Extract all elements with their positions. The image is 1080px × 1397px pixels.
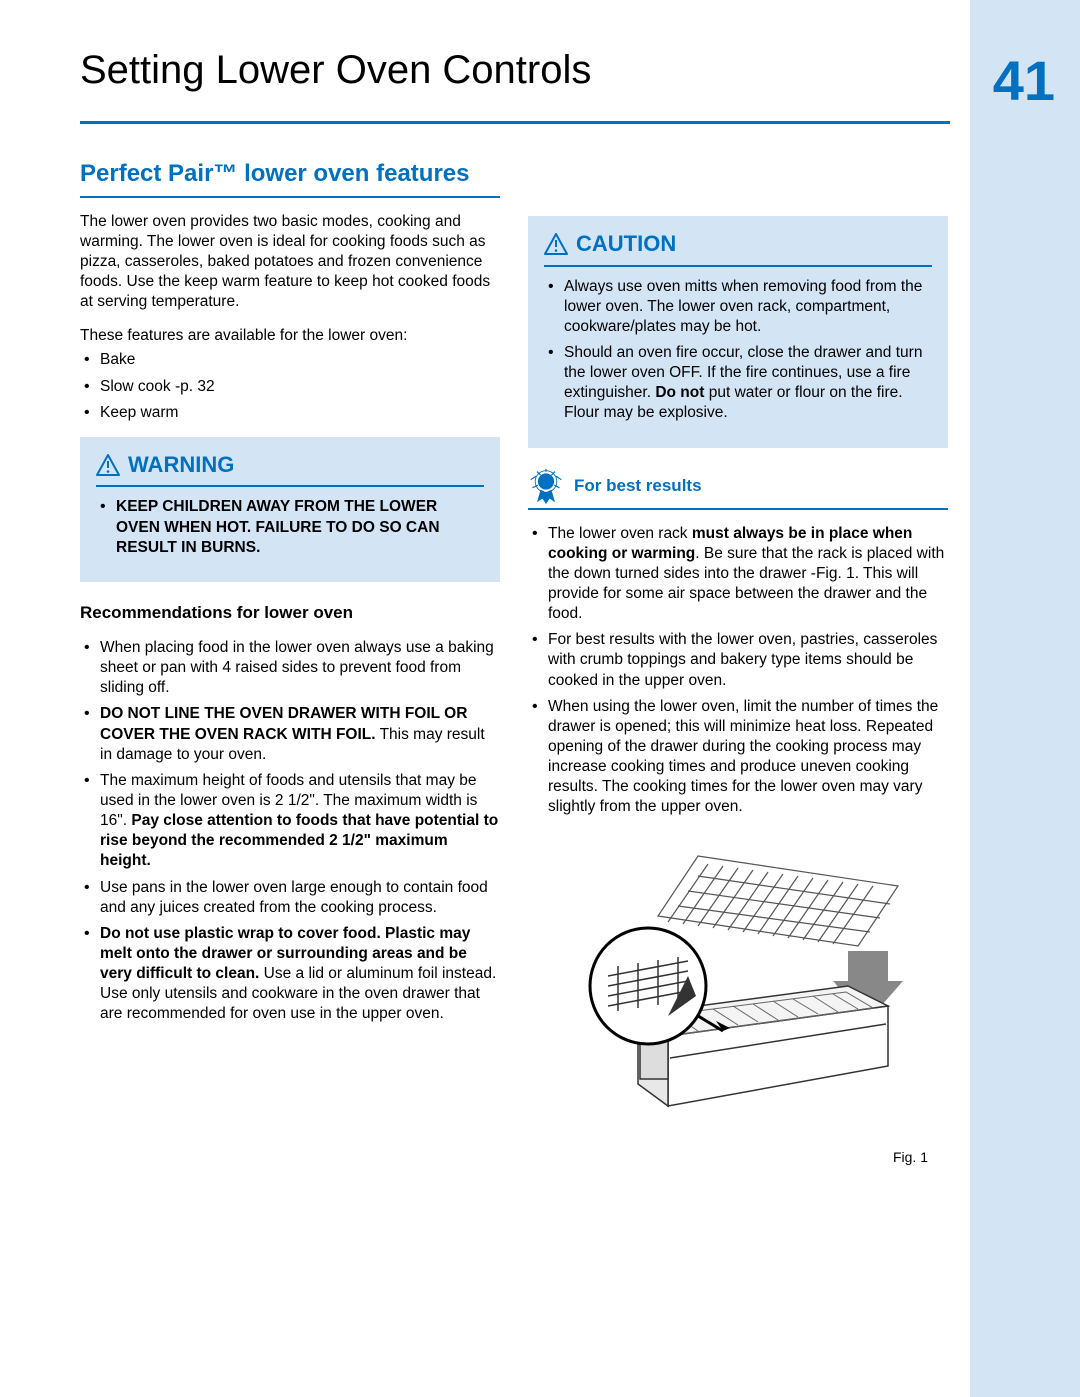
recommendations-heading: Recommendations for lower oven bbox=[80, 602, 500, 624]
right-column: CAUTION Always use oven mitts when remov… bbox=[528, 160, 948, 1166]
warning-title: WARNING bbox=[128, 451, 234, 480]
page-header: Setting Lower Oven Controls bbox=[80, 48, 950, 124]
recommendations-list: When placing food in the lower oven alwa… bbox=[80, 638, 500, 1025]
recommend-item: Do not use plastic wrap to cover food. P… bbox=[84, 924, 500, 1025]
feature-item: Bake bbox=[84, 350, 500, 370]
recommend-item: Use pans in the lower oven large enough … bbox=[84, 878, 500, 918]
warning-rule bbox=[96, 485, 484, 487]
best-results-rule bbox=[528, 508, 948, 510]
recommend-item: Do not line the oven drawer with foil or… bbox=[84, 704, 500, 764]
oven-drawer-illustration bbox=[548, 836, 928, 1136]
recommend-item: When placing food in the lower oven alwa… bbox=[84, 638, 500, 698]
caution-icon bbox=[544, 233, 568, 255]
warning-text: Keep children away from the lower oven w… bbox=[116, 498, 440, 555]
side-strip bbox=[970, 0, 1080, 1397]
intro-paragraph: The lower oven provides two basic modes,… bbox=[80, 212, 500, 313]
caution-title: CAUTION bbox=[576, 230, 676, 259]
page-number: 41 bbox=[993, 48, 1055, 113]
left-column: Perfect Pair™ lower oven features The lo… bbox=[80, 160, 500, 1166]
warning-list: Keep children away from the lower oven w… bbox=[96, 497, 484, 557]
best-item: When using the lower oven, limit the num… bbox=[532, 697, 948, 818]
features-lead: These features are available for the low… bbox=[80, 326, 500, 346]
warning-header: WARNING bbox=[96, 451, 484, 480]
warning-item: Keep children away from the lower oven w… bbox=[100, 497, 484, 557]
best-results-title: For best results bbox=[574, 475, 702, 497]
best-item: The lower oven rack must always be in pl… bbox=[532, 524, 948, 625]
section-title: Perfect Pair™ lower oven features bbox=[80, 160, 500, 188]
figure: Fig. 1 bbox=[528, 836, 948, 1166]
ribbon-icon bbox=[528, 468, 564, 504]
caution-item: Always use oven mitts when removing food… bbox=[548, 277, 932, 337]
caution-rule bbox=[544, 265, 932, 267]
best-results-header: For best results bbox=[528, 468, 948, 504]
caution-header: CAUTION bbox=[544, 230, 932, 259]
caution-box: CAUTION Always use oven mitts when remov… bbox=[528, 216, 948, 448]
header-rule bbox=[80, 121, 950, 124]
recommend-item: The maximum height of foods and utensils… bbox=[84, 771, 500, 872]
feature-item: Slow cook -p. 32 bbox=[84, 377, 500, 397]
content: Perfect Pair™ lower oven features The lo… bbox=[80, 160, 950, 1166]
warning-icon bbox=[96, 454, 120, 476]
section-rule bbox=[80, 196, 500, 198]
best-results-list: The lower oven rack must always be in pl… bbox=[528, 524, 948, 818]
figure-caption: Fig. 1 bbox=[528, 1148, 948, 1166]
warning-box: WARNING Keep children away from the lowe… bbox=[80, 437, 500, 582]
feature-item: Keep warm bbox=[84, 403, 500, 423]
features-list: Bake Slow cook -p. 32 Keep warm bbox=[80, 350, 500, 422]
best-item: For best results with the lower oven, pa… bbox=[532, 630, 948, 690]
caution-list: Always use oven mitts when removing food… bbox=[544, 277, 932, 424]
caution-item: Should an oven fire occur, close the dra… bbox=[548, 343, 932, 424]
page-title: Setting Lower Oven Controls bbox=[80, 48, 950, 93]
